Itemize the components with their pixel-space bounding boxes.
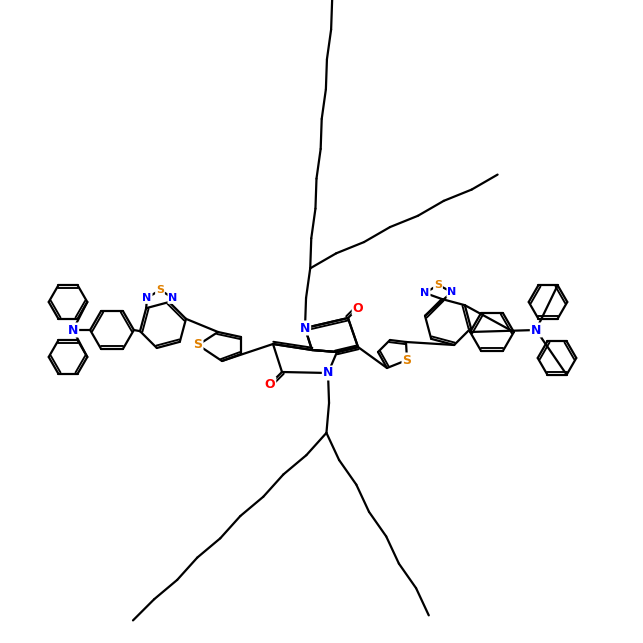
Text: O: O [265,377,275,390]
Text: N: N [448,287,457,297]
Text: N: N [531,323,541,336]
Text: S: S [194,338,203,352]
Text: N: N [142,293,152,303]
Text: N: N [168,293,177,303]
Text: O: O [353,302,363,314]
Text: N: N [68,323,78,336]
Text: N: N [421,288,430,298]
Text: S: S [403,354,412,367]
Text: N: N [323,367,333,379]
Text: S: S [156,285,164,295]
Text: S: S [434,280,442,290]
Text: N: N [300,322,310,334]
